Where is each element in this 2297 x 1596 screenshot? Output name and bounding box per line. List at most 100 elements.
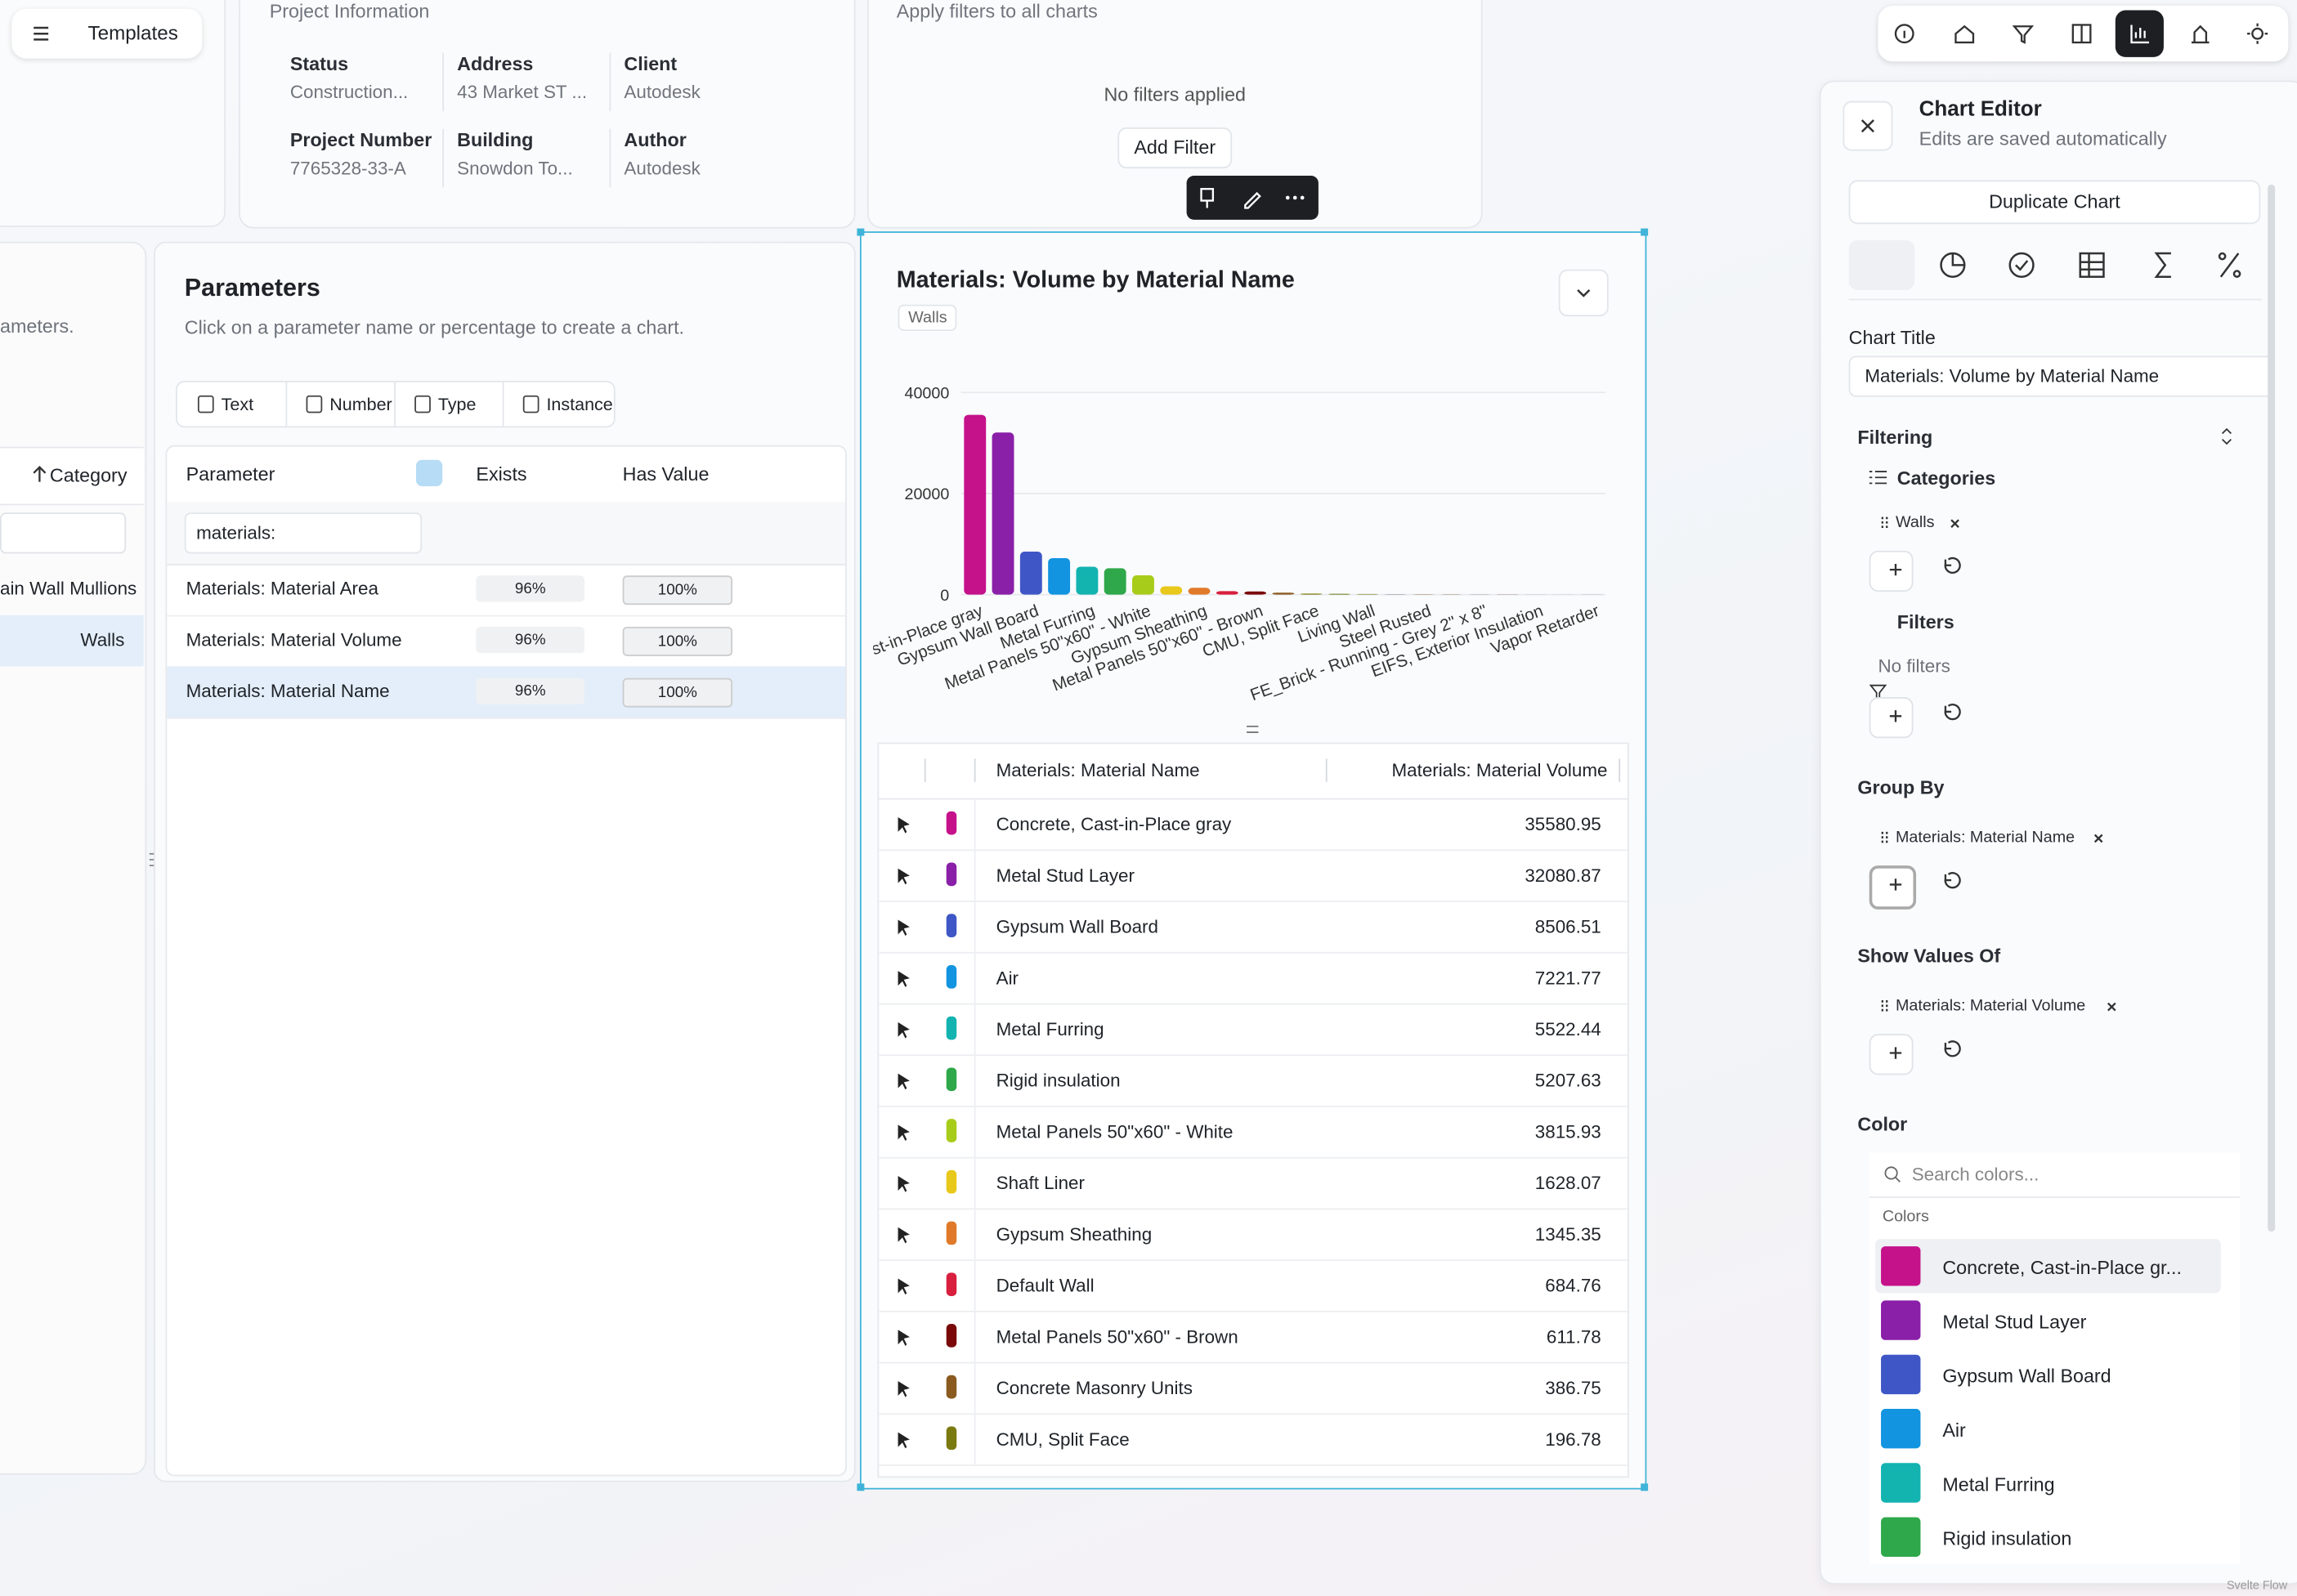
cursor-shape	[898, 1330, 910, 1346]
color-search[interactable]: Search colors...	[1869, 1152, 2241, 1198]
cursor-shape	[898, 1124, 910, 1142]
column-divider	[974, 901, 976, 952]
category-row[interactable]: Walls	[80, 629, 125, 650]
color-swatch	[946, 1067, 957, 1092]
color-name[interactable]: Concrete, Cast-in-Place gr...	[1942, 1256, 2182, 1279]
value-chip[interactable]: Materials: Material Volume	[1895, 997, 2086, 1015]
add-button[interactable]	[1869, 1034, 1914, 1075]
chart-menu-button[interactable]	[1558, 269, 1609, 317]
column-header[interactable]: Parameter	[186, 463, 275, 485]
table-row[interactable]	[879, 1157, 1628, 1210]
tab-icon	[522, 395, 540, 414]
divider	[442, 128, 445, 188]
color-name[interactable]: Air	[1942, 1419, 1966, 1442]
active-type[interactable]	[1848, 239, 1915, 290]
table-row[interactable]	[879, 798, 1628, 852]
duplicate-button[interactable]: Duplicate Chart	[1848, 180, 2261, 225]
group-chip[interactable]: Materials: Material Name	[1895, 829, 2075, 847]
column-divider	[974, 1054, 976, 1106]
resize-corner[interactable]	[1641, 228, 1649, 236]
panel-title: Parameters	[184, 274, 320, 302]
parameter-name[interactable]: Materials: Material Name	[186, 681, 390, 702]
chart-editor: Chart Editor Edits are saved automatical…	[1819, 80, 2297, 1585]
search-text[interactable]: materials:	[196, 522, 276, 543]
color-name[interactable]: Rigid insulation	[1942, 1527, 2072, 1550]
y-tick-label: 0	[940, 587, 949, 605]
table-row[interactable]	[879, 1311, 1628, 1364]
exists-pill[interactable]: 96%	[476, 677, 585, 705]
title-input[interactable]: Materials: Volume by Material Name	[1848, 355, 2274, 397]
has-value-pill[interactable]: 100%	[622, 627, 733, 656]
resize-corner[interactable]	[1641, 1483, 1649, 1491]
cursor-icon	[898, 1124, 910, 1142]
tab-label[interactable]: Text	[221, 394, 254, 415]
color-swatch	[946, 964, 957, 989]
material-volume: 611.78	[1546, 1326, 1601, 1348]
resize-corner[interactable]	[857, 1483, 865, 1491]
column-divider	[974, 798, 976, 850]
add-filter-button[interactable]: Add Filter	[1117, 127, 1233, 169]
close-button[interactable]	[1843, 101, 1893, 151]
scrollbar[interactable]	[2268, 184, 2276, 1232]
material-name: CMU, Split Face	[996, 1429, 1130, 1451]
color-name[interactable]: Metal Furring	[1942, 1473, 2055, 1495]
filter-chip[interactable]: Walls	[1895, 514, 1935, 532]
cursor-shape	[898, 1022, 910, 1039]
column-search[interactable]	[0, 512, 127, 554]
column-divider	[974, 1106, 976, 1157]
has-value-pill[interactable]: 100%	[622, 677, 733, 708]
column-header[interactable]: Materials: Material Name	[996, 760, 1200, 781]
bar	[1160, 586, 1183, 595]
table-row[interactable]	[879, 1362, 1628, 1415]
add-button[interactable]	[1869, 550, 1914, 592]
panel-subtitle: Click on a parameter name or percentage …	[184, 316, 685, 338]
material-name: Metal Furring	[996, 1019, 1104, 1040]
color-swatch	[946, 914, 957, 937]
exists-pill[interactable]: 96%	[476, 627, 585, 654]
column-header[interactable]: Has Value	[622, 463, 710, 485]
tab-label[interactable]: Number	[329, 394, 392, 415]
tab-label[interactable]: Instance	[546, 394, 613, 415]
table-row[interactable]	[879, 1259, 1628, 1312]
close-icon	[1860, 119, 1874, 133]
tab-icon	[414, 395, 431, 414]
resize-corner[interactable]	[857, 228, 865, 236]
add-button[interactable]	[1869, 865, 1917, 910]
parameter-name[interactable]: Materials: Material Volume	[186, 629, 402, 650]
cursor-icon	[898, 919, 910, 937]
split-handle[interactable]	[1245, 723, 1260, 735]
exists-pill[interactable]: 96%	[476, 575, 585, 602]
cursor-icon	[898, 1278, 910, 1295]
has-value-pill[interactable]: 100%	[622, 575, 733, 606]
section-title: Color	[1857, 1112, 1908, 1135]
color-swatch	[946, 862, 957, 887]
color-name[interactable]: Gypsum Wall Board	[1942, 1365, 2111, 1388]
column-header[interactable]: Materials: Material Volume	[1391, 760, 1608, 781]
category-row[interactable]: ain Wall Mullions	[0, 578, 137, 599]
table-row[interactable]	[879, 1413, 1628, 1466]
plus-icon	[1889, 1047, 1902, 1059]
table-row[interactable]	[879, 849, 1628, 902]
cursor-shape	[898, 1278, 910, 1295]
add-button[interactable]	[1869, 697, 1914, 739]
field-label: Building	[457, 128, 534, 151]
table-row[interactable]	[879, 1054, 1628, 1107]
templates-button[interactable]: Templates	[11, 8, 203, 59]
table-row[interactable]	[879, 1004, 1628, 1057]
table-row[interactable]	[879, 1106, 1628, 1159]
section-title: Filtering	[1857, 426, 1933, 449]
column-header[interactable]: Exists	[476, 463, 527, 485]
color-name[interactable]: Metal Stud Layer	[1942, 1310, 2087, 1333]
chart-node[interactable]: Materials: Volume by Material Name Walls…	[859, 231, 1647, 1490]
table-row[interactable]	[879, 901, 1628, 954]
toolbar-icons	[1200, 188, 1305, 209]
table-row[interactable]	[879, 1208, 1628, 1261]
color-swatch	[1881, 1517, 1921, 1558]
table-row[interactable]	[167, 564, 846, 617]
collapse-icon[interactable]	[2219, 427, 2234, 447]
parameter-name[interactable]: Materials: Material Area	[186, 578, 378, 599]
table-row[interactable]	[879, 952, 1628, 1005]
tab-label[interactable]: Type	[437, 394, 477, 415]
templates-label: Templates	[87, 21, 178, 44]
bar	[1244, 591, 1267, 595]
